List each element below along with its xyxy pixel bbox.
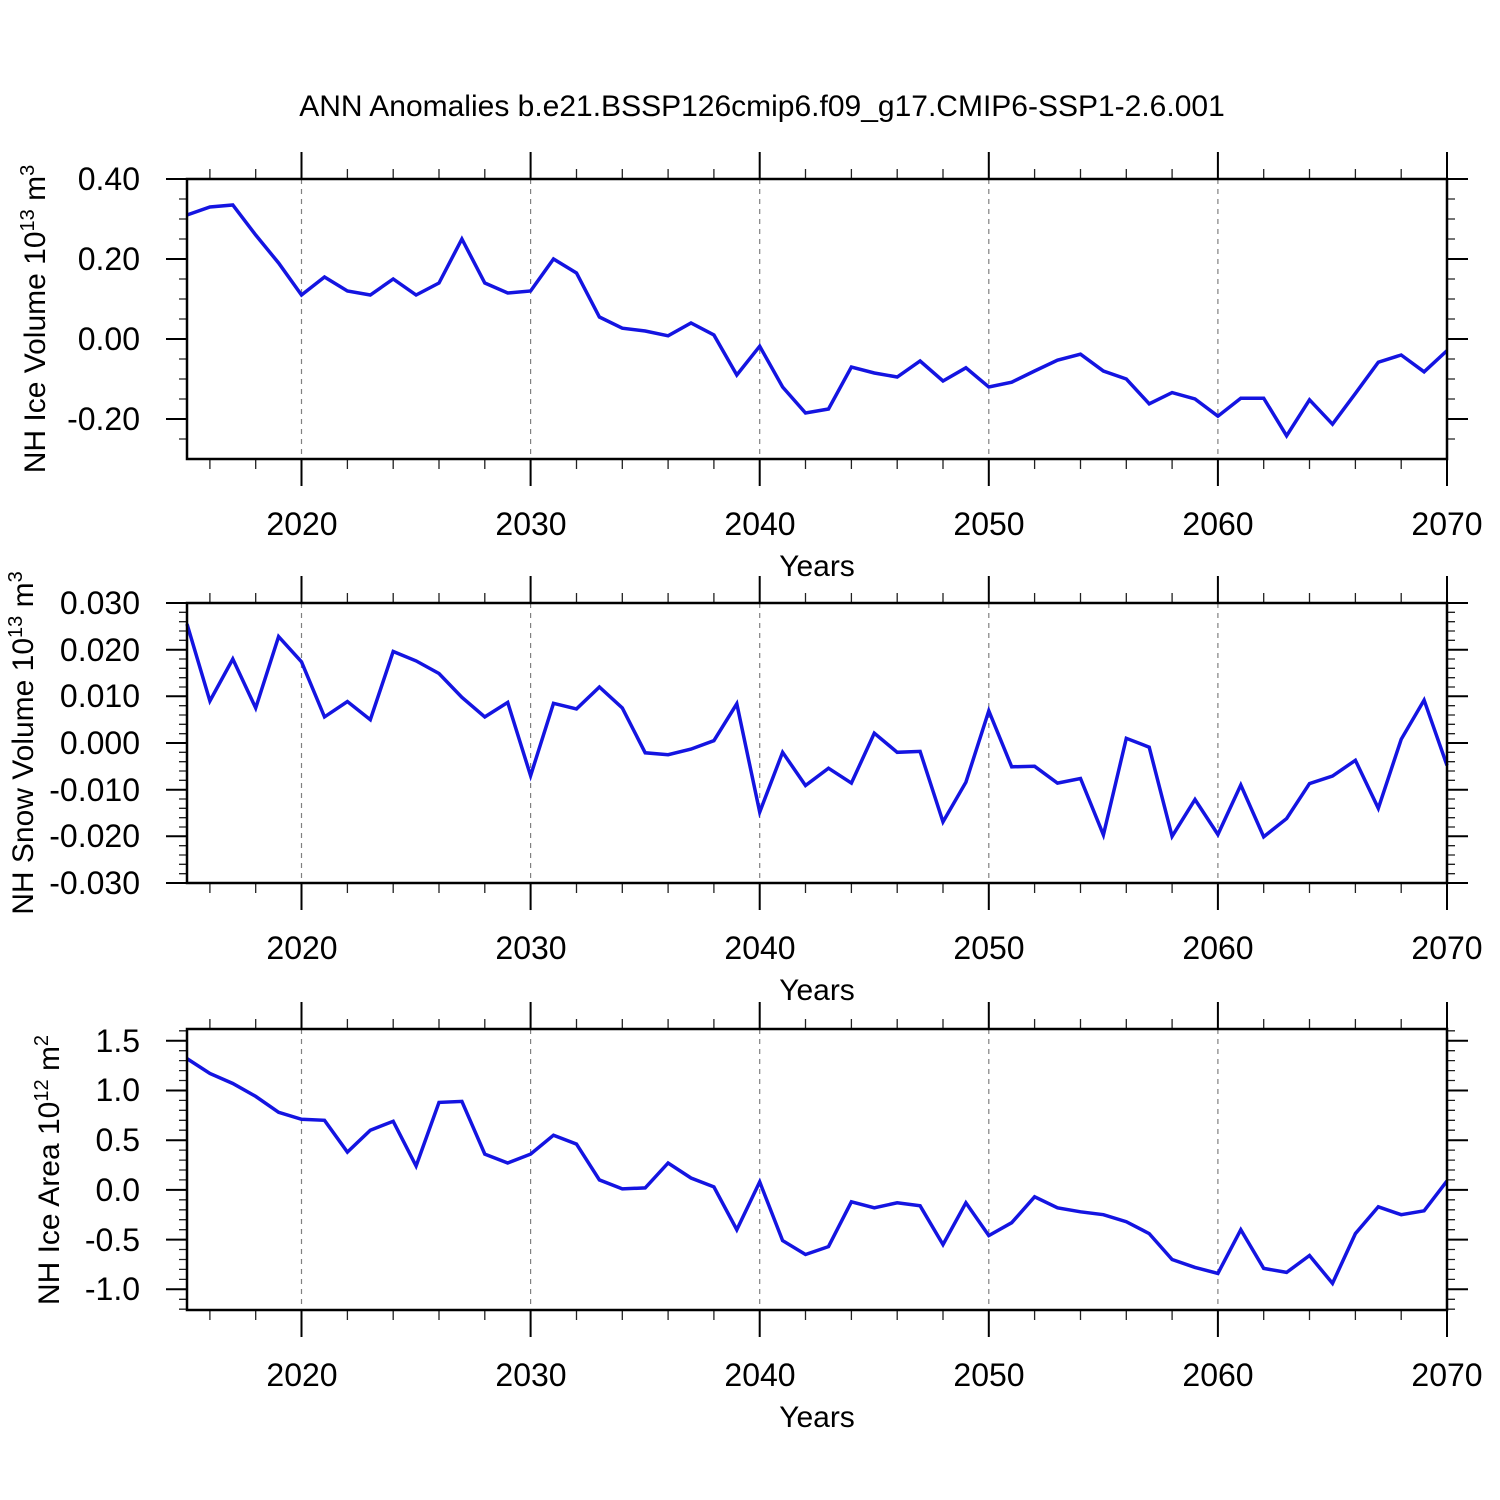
x-tick-label: 2060 <box>1182 506 1254 542</box>
x-tick-label: 2020 <box>266 1357 338 1393</box>
axes-frame <box>185 1027 1449 1312</box>
ylabel-text: m <box>19 175 52 210</box>
y-tick-label: 0.030 <box>59 585 140 621</box>
x-tick-label: 2020 <box>266 930 338 966</box>
x-tick-label: 2060 <box>1182 930 1254 966</box>
x-tick-label: 2040 <box>724 930 796 966</box>
x-axis-title: Years <box>779 1401 855 1434</box>
major-ticks <box>166 152 1468 486</box>
axes-frame <box>185 177 1449 461</box>
x-axis-title: Years <box>779 550 855 583</box>
x-tick-label: 2050 <box>953 930 1025 966</box>
x-tick-label: 2070 <box>1411 930 1483 966</box>
minor-ticks <box>179 1019 1455 1320</box>
data-line <box>186 203 1449 440</box>
y-tick-label: -0.020 <box>49 818 140 854</box>
y-tick-label: 0.010 <box>59 678 140 714</box>
ylabel-exponent: 3 <box>17 164 39 176</box>
y-tick-label: 1.0 <box>95 1072 140 1108</box>
ylabel-exponent: 3 <box>5 571 27 583</box>
y-tick-label: 0.40 <box>77 161 140 197</box>
x-tick-label: 2030 <box>495 506 567 542</box>
major-ticks <box>166 576 1468 910</box>
y-tick-label: 0.020 <box>59 632 140 668</box>
ylabel-exponent: 13 <box>5 615 27 638</box>
x-tick-label: 2050 <box>953 1357 1025 1393</box>
ylabel-exponent: 2 <box>31 1034 53 1047</box>
y-tick-label: -1.0 <box>84 1271 140 1307</box>
x-tick-label: 2070 <box>1411 1357 1483 1393</box>
x-tick-label: 2020 <box>266 506 338 542</box>
y-tick-label: 1.5 <box>95 1023 140 1059</box>
x-tick-label: 2040 <box>724 1357 796 1393</box>
x-tick-label: 2060 <box>1182 1357 1254 1393</box>
y-tick-label: 0.0 <box>95 1172 140 1208</box>
y-tick-label: 0.000 <box>59 725 140 761</box>
x-tick-label: 2030 <box>495 1357 567 1393</box>
chart-title: ANN Anomalies b.e21.BSSP126cmip6.f09_g17… <box>299 90 1225 123</box>
ylabel-text: m <box>33 1046 66 1080</box>
ylabel-text: m <box>7 582 40 616</box>
ylabel-exponent: 12 <box>31 1079 53 1102</box>
y-tick-label: 0.00 <box>77 321 140 357</box>
y-tick-label: 0.5 <box>95 1122 140 1158</box>
minor-ticks <box>179 169 1455 469</box>
y-tick-label: -0.20 <box>67 401 140 437</box>
x-tick-label: 2070 <box>1411 506 1483 542</box>
y-tick-label: -0.010 <box>49 772 140 808</box>
minor-ticks <box>179 593 1455 893</box>
y-axis-title: NH Ice Area 1012 m2 <box>31 860 69 1480</box>
axes-frame <box>185 601 1449 885</box>
x-tick-label: 2040 <box>724 506 796 542</box>
data-line <box>186 1057 1449 1287</box>
x-axis-title: Years <box>779 974 855 1007</box>
x-tick-label: 2050 <box>953 506 1025 542</box>
y-tick-label: -0.5 <box>84 1222 140 1258</box>
data-line <box>185 623 1449 841</box>
x-tick-label: 2030 <box>495 930 567 966</box>
y-tick-label: 0.20 <box>77 241 140 277</box>
ylabel-text: NH Ice Area 10 <box>33 1101 66 1306</box>
ylabel-exponent: 13 <box>17 209 39 232</box>
y-tick-label: -0.030 <box>49 865 140 901</box>
major-ticks <box>166 1002 1468 1337</box>
